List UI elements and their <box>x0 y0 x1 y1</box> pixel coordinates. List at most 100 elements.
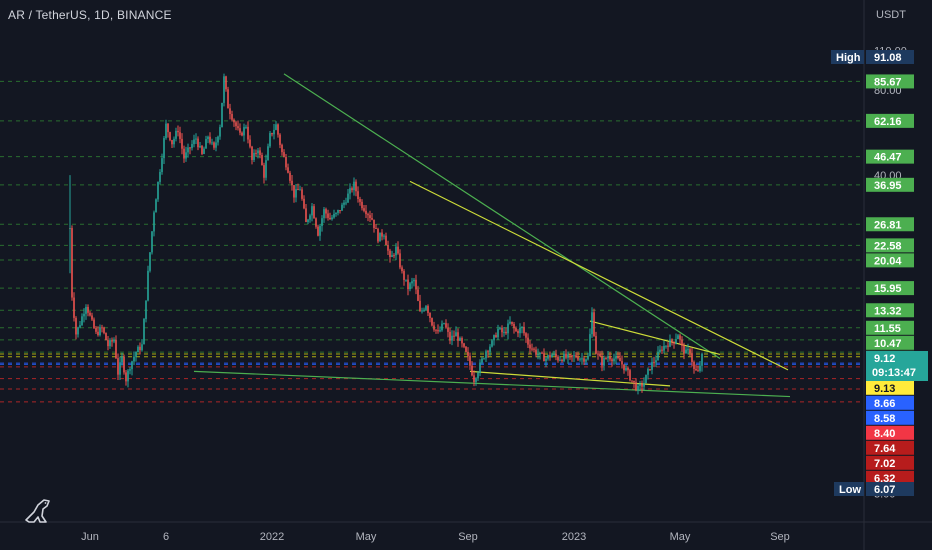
candle-body <box>685 349 687 354</box>
candle-body <box>357 191 359 200</box>
candle-body <box>71 228 73 298</box>
candle-body <box>549 355 551 358</box>
time-tick-label: May <box>356 531 377 543</box>
candle-body <box>165 123 167 139</box>
candle-body <box>551 354 553 358</box>
candle-body <box>323 209 325 219</box>
candle-body <box>109 340 111 347</box>
time-tick-label: Sep <box>770 531 790 543</box>
tradingview-dino-icon[interactable] <box>25 499 50 523</box>
candle-body <box>571 355 573 357</box>
time-axis[interactable]: Jun 6 2022 May Sep 2023 May Sep <box>81 531 790 543</box>
candle-body <box>143 318 145 345</box>
candle-body <box>237 126 239 129</box>
chart-title: AR / TetherUS, 1D, BINANCE <box>8 8 172 22</box>
candle-body <box>123 356 125 373</box>
candle-body <box>417 289 419 301</box>
price-level-label: 11.55 <box>874 323 901 335</box>
low-label: Low <box>839 484 861 496</box>
candle-body <box>393 255 395 257</box>
candle-body <box>653 362 655 364</box>
candle-body <box>545 358 547 362</box>
price-level-badge <box>866 410 914 425</box>
candle-body <box>455 332 457 337</box>
high-tag <box>831 50 864 64</box>
candle-body <box>169 132 171 141</box>
candle-body <box>443 323 445 325</box>
candle-body <box>677 335 679 340</box>
candle-body <box>327 213 329 218</box>
candle-body <box>335 212 337 214</box>
price-level-badge <box>866 253 914 268</box>
candle-body <box>145 300 147 319</box>
candle-body <box>539 352 541 355</box>
candle-body <box>429 312 431 318</box>
candle-body <box>257 150 259 154</box>
time-tick-label: Jun <box>81 531 99 543</box>
candle-body <box>173 138 175 145</box>
candle-body <box>305 208 307 223</box>
candle-body <box>467 351 469 356</box>
candle-body <box>541 352 543 354</box>
candle-body <box>683 345 685 354</box>
candle-countdown: 09:13:47 <box>872 367 916 379</box>
candle-body <box>659 349 661 352</box>
candle-body <box>389 250 391 258</box>
candle-body <box>647 368 649 375</box>
candle-body <box>95 328 97 332</box>
candle-body <box>179 132 181 139</box>
candle-body <box>375 227 377 229</box>
candle-body <box>137 346 139 353</box>
candle-body <box>465 346 467 352</box>
candle-body <box>679 335 681 340</box>
candle-body <box>633 380 635 383</box>
price-level-label: 46.47 <box>874 152 902 164</box>
candle-body <box>607 356 609 359</box>
candle-body <box>687 349 689 351</box>
candle-body <box>239 128 241 133</box>
candle-body <box>403 271 405 280</box>
candle-body <box>639 384 641 386</box>
candle-body <box>181 138 183 149</box>
price-level-label: 8.58 <box>874 413 895 425</box>
time-tick-label: 2023 <box>562 531 586 543</box>
candle-body <box>623 364 625 371</box>
candle-body <box>347 193 349 203</box>
candle-body <box>593 312 595 337</box>
candle-body <box>277 124 279 135</box>
candle-body <box>333 213 335 218</box>
price-level-label: 10.47 <box>874 338 902 350</box>
candle-body <box>185 152 187 159</box>
candle-body <box>655 360 657 363</box>
candle-body <box>485 351 487 359</box>
last-price-badge <box>866 351 928 381</box>
candle-body <box>203 148 205 154</box>
candle-body <box>245 126 247 128</box>
candle-body <box>675 339 677 344</box>
candle-body <box>671 339 673 342</box>
candle-body <box>477 372 479 379</box>
currency-label: USDT <box>876 9 906 21</box>
candle-body <box>557 356 559 361</box>
price-level-label: 8.40 <box>874 428 895 440</box>
candle-body <box>453 335 455 337</box>
candle-body <box>243 127 245 136</box>
candle-body <box>563 353 565 362</box>
candle-body <box>211 142 213 144</box>
candle-body <box>497 328 499 338</box>
candle-body <box>73 297 75 318</box>
candle-body <box>131 361 133 370</box>
candle-body <box>427 306 429 313</box>
candle-body <box>611 359 613 362</box>
candle-body <box>97 331 99 336</box>
candle-body <box>475 378 477 382</box>
candle-body <box>395 246 397 256</box>
candle-body <box>241 132 243 136</box>
candle-body <box>619 358 621 362</box>
candle-body <box>599 353 601 357</box>
candle-body <box>189 147 191 149</box>
price-level-badge <box>866 470 914 485</box>
price-level-badge <box>866 113 914 128</box>
